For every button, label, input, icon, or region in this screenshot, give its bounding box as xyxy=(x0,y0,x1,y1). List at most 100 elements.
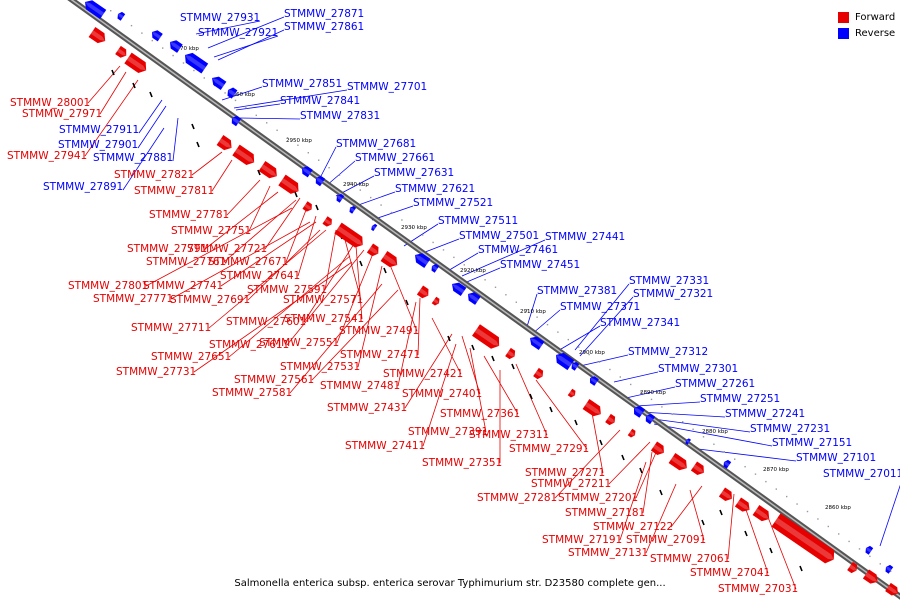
forward-gene-label[interactable]: STMMW_27401 xyxy=(402,388,482,400)
forward-gene-label[interactable]: STMMW_27541 xyxy=(284,313,364,325)
reverse-gene-arrow[interactable] xyxy=(449,280,467,297)
forward-gene-arrow[interactable] xyxy=(216,135,235,153)
reverse-gene-label[interactable]: STMMW_27861 xyxy=(284,21,364,33)
reverse-gene-label[interactable]: STMMW_27511 xyxy=(438,215,518,227)
reverse-gene-arrow[interactable] xyxy=(225,86,238,99)
forward-gene-label[interactable]: STMMW_27771 xyxy=(93,293,173,305)
forward-gene-label[interactable]: STMMW_27561 xyxy=(234,374,314,386)
forward-gene-arrow[interactable] xyxy=(334,222,366,251)
reverse-gene-label[interactable]: STMMW_27451 xyxy=(500,259,580,271)
reverse-gene-label[interactable]: STMMW_27661 xyxy=(355,152,435,164)
reverse-gene-arrow[interactable] xyxy=(116,11,126,21)
forward-gene-label[interactable]: STMMW_27711 xyxy=(131,322,211,334)
forward-gene-label[interactable]: STMMW_27731 xyxy=(116,366,196,378)
forward-gene-arrow[interactable] xyxy=(605,413,617,427)
forward-gene-label[interactable]: STMMW_27551 xyxy=(259,337,339,349)
forward-gene-label[interactable]: STMMW_27131 xyxy=(568,547,648,559)
reverse-gene-label[interactable]: STMMW_27461 xyxy=(478,244,558,256)
reverse-gene-arrow[interactable] xyxy=(430,263,440,273)
forward-gene-label[interactable]: STMMW_27971 xyxy=(22,108,102,120)
reverse-gene-label[interactable]: STMMW_27921 xyxy=(198,27,278,39)
forward-gene-label[interactable]: STMMW_27591 xyxy=(247,284,327,296)
forward-gene-label[interactable]: STMMW_27201 xyxy=(558,492,638,504)
reverse-gene-arrow[interactable] xyxy=(412,250,431,269)
forward-gene-arrow[interactable] xyxy=(124,52,149,76)
reverse-gene-arrow[interactable] xyxy=(370,223,378,232)
forward-gene-arrow[interactable] xyxy=(232,144,257,168)
forward-gene-label[interactable]: STMMW_27941 xyxy=(7,150,87,162)
reverse-gene-label[interactable]: STMMW_27321 xyxy=(633,288,713,300)
forward-gene-label[interactable]: STMMW_27191 xyxy=(542,534,622,546)
reverse-gene-label[interactable]: STMMW_27151 xyxy=(772,437,852,449)
forward-gene-arrow[interactable] xyxy=(862,569,881,586)
reverse-gene-label[interactable]: STMMW_27251 xyxy=(700,393,780,405)
forward-gene-label[interactable]: STMMW_27061 xyxy=(650,553,730,565)
reverse-gene-label[interactable]: STMMW_27101 xyxy=(796,452,876,464)
reverse-gene-label[interactable]: STMMW_27261 xyxy=(675,378,755,390)
reverse-gene-label[interactable]: STMMW_27891 xyxy=(43,181,123,193)
reverse-gene-label[interactable]: STMMW_27331 xyxy=(629,275,709,287)
forward-gene-arrow[interactable] xyxy=(505,347,517,361)
forward-gene-arrow[interactable] xyxy=(302,201,314,213)
reverse-gene-arrow[interactable] xyxy=(82,0,107,19)
forward-gene-label[interactable]: STMMW_27611 xyxy=(209,339,289,351)
reverse-gene-arrow[interactable] xyxy=(209,74,227,91)
reverse-gene-arrow[interactable] xyxy=(588,375,599,386)
forward-gene-arrow[interactable] xyxy=(771,513,838,566)
reverse-gene-label[interactable]: STMMW_27301 xyxy=(658,363,738,375)
forward-gene-arrow[interactable] xyxy=(627,428,637,439)
forward-gene-arrow[interactable] xyxy=(278,174,302,197)
reverse-gene-label[interactable]: STMMW_27341 xyxy=(600,317,680,329)
forward-gene-label[interactable]: STMMW_28001 xyxy=(10,97,90,109)
forward-gene-label[interactable]: STMMW_27651 xyxy=(151,351,231,363)
forward-gene-label[interactable]: STMMW_27351 xyxy=(422,457,502,469)
forward-gene-label[interactable]: STMMW_27031 xyxy=(718,583,798,595)
forward-gene-label[interactable]: STMMW_27491 xyxy=(339,325,419,337)
forward-gene-label[interactable]: STMMW_27391 xyxy=(408,426,488,438)
reverse-gene-arrow[interactable] xyxy=(299,164,313,178)
reverse-gene-label[interactable]: STMMW_27231 xyxy=(750,423,830,435)
reverse-gene-label[interactable]: STMMW_27831 xyxy=(300,110,380,122)
reverse-gene-arrow[interactable] xyxy=(864,545,874,555)
forward-gene-label[interactable]: STMMW_27751 xyxy=(171,225,251,237)
forward-gene-label[interactable]: STMMW_27311 xyxy=(469,429,549,441)
forward-gene-arrow[interactable] xyxy=(416,285,431,300)
forward-gene-label[interactable]: STMMW_27271 xyxy=(525,467,605,479)
reverse-gene-arrow[interactable] xyxy=(631,404,646,418)
forward-gene-label[interactable]: STMMW_27781 xyxy=(149,209,229,221)
reverse-gene-arrow[interactable] xyxy=(553,350,575,371)
forward-gene-arrow[interactable] xyxy=(322,216,334,228)
forward-gene-label[interactable]: STMMW_27421 xyxy=(383,368,463,380)
forward-gene-arrow[interactable] xyxy=(690,461,707,477)
reverse-gene-label[interactable]: STMMW_27681 xyxy=(336,138,416,150)
forward-gene-label[interactable]: STMMW_27411 xyxy=(345,440,425,452)
forward-gene-label[interactable]: STMMW_27601 xyxy=(226,316,306,328)
reverse-gene-label[interactable]: STMMW_27381 xyxy=(537,285,617,297)
forward-gene-label[interactable]: STMMW_27671 xyxy=(208,256,288,268)
forward-gene-arrow[interactable] xyxy=(88,27,109,46)
forward-gene-label[interactable]: STMMW_27801 xyxy=(68,280,148,292)
reverse-gene-arrow[interactable] xyxy=(884,564,894,574)
forward-gene-arrow[interactable] xyxy=(533,367,545,381)
reverse-gene-label[interactable]: STMMW_27871 xyxy=(284,8,364,20)
forward-gene-label[interactable]: STMMW_27581 xyxy=(212,387,292,399)
reverse-gene-label[interactable]: STMMW_27621 xyxy=(395,183,475,195)
forward-gene-label[interactable]: STMMW_27571 xyxy=(283,294,363,306)
forward-gene-arrow[interactable] xyxy=(734,497,753,514)
reverse-gene-arrow[interactable] xyxy=(465,290,481,305)
forward-gene-arrow[interactable] xyxy=(472,324,503,351)
forward-gene-label[interactable]: STMMW_27481 xyxy=(320,380,400,392)
reverse-gene-arrow[interactable] xyxy=(313,174,326,187)
forward-gene-arrow[interactable] xyxy=(885,582,900,598)
forward-gene-arrow[interactable] xyxy=(115,45,129,60)
forward-gene-arrow[interactable] xyxy=(847,561,859,575)
reverse-gene-arrow[interactable] xyxy=(335,193,345,203)
forward-gene-label[interactable]: STMMW_27531 xyxy=(280,361,360,373)
forward-gene-arrow[interactable] xyxy=(258,161,281,181)
reverse-gene-label[interactable]: STMMW_27501 xyxy=(459,230,539,242)
reverse-gene-arrow[interactable] xyxy=(167,38,183,53)
reverse-gene-arrow[interactable] xyxy=(229,114,242,127)
reverse-gene-label[interactable]: STMMW_27841 xyxy=(280,95,360,107)
forward-gene-arrow[interactable] xyxy=(752,505,773,524)
reverse-gene-label[interactable]: STMMW_27931 xyxy=(180,12,260,24)
